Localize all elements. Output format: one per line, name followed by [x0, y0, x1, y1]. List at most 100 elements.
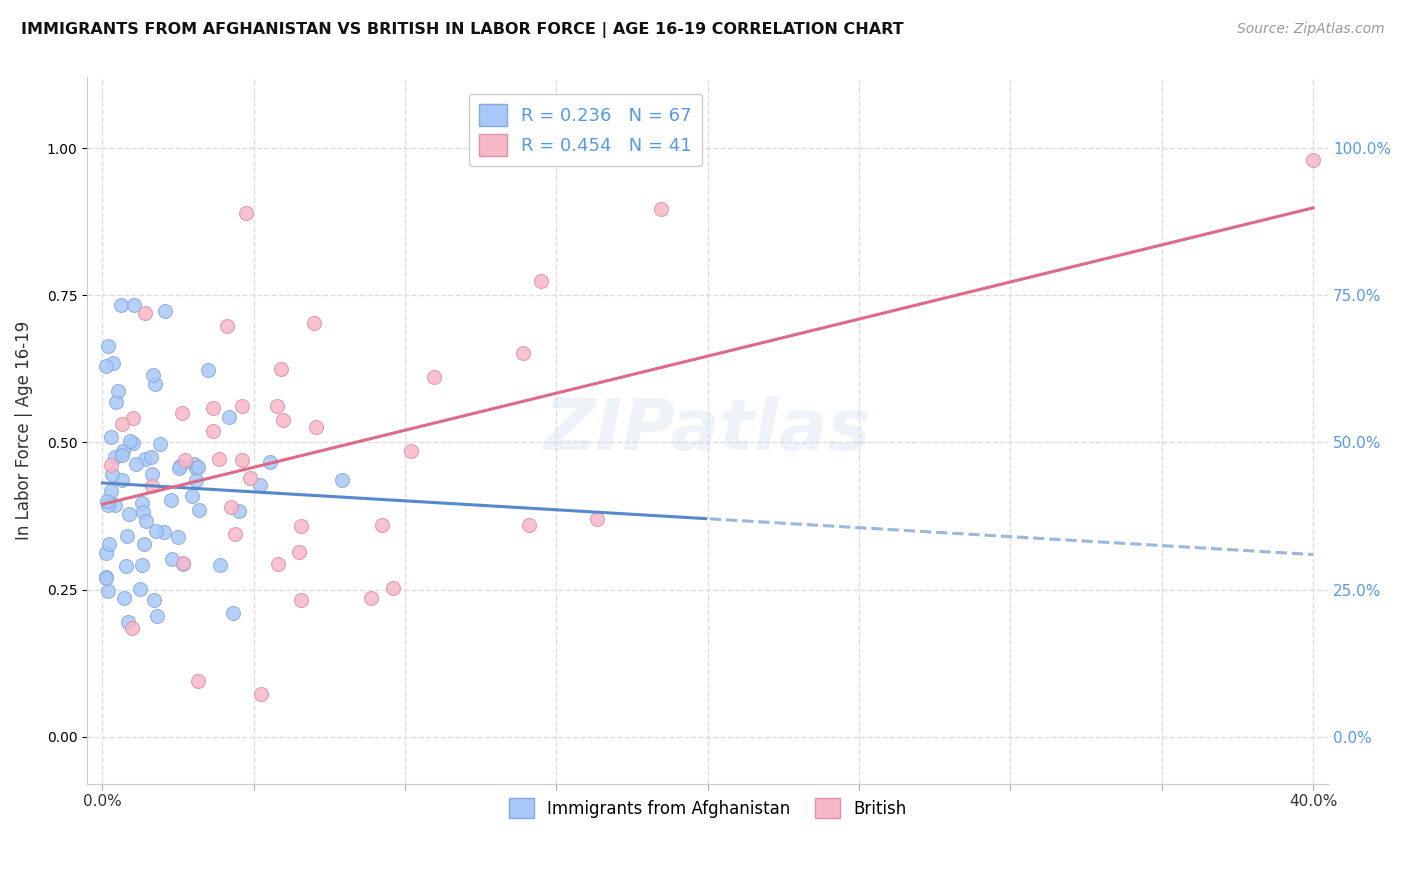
Point: [160, 552, 183, 566]
Point: [530, 274, 553, 288]
Point: [131, 558, 153, 572]
Point: [134, 537, 156, 551]
Point: [197, 363, 219, 377]
Point: [183, 457, 205, 471]
Point: [259, 455, 281, 469]
Point: [115, 529, 138, 543]
Point: [249, 478, 271, 492]
Point: [129, 582, 152, 597]
Point: [112, 591, 135, 605]
Point: [172, 557, 194, 571]
Point: [141, 467, 163, 481]
Point: [382, 581, 405, 595]
Point: [101, 356, 124, 370]
Point: [97, 498, 120, 512]
Point: [585, 512, 607, 526]
Point: [267, 557, 290, 571]
Point: [371, 518, 394, 533]
Point: [302, 316, 325, 330]
Point: [208, 451, 231, 466]
Point: [159, 493, 181, 508]
Point: [134, 452, 156, 467]
Point: [118, 507, 141, 521]
Point: [135, 514, 157, 528]
Point: [266, 399, 288, 413]
Point: [141, 478, 163, 492]
Point: [187, 673, 209, 688]
Point: [96, 583, 118, 598]
Point: [512, 346, 534, 360]
Point: [180, 489, 202, 503]
Point: [134, 306, 156, 320]
Point: [125, 458, 148, 472]
Point: [271, 412, 294, 426]
Point: [290, 593, 312, 607]
Point: [1302, 153, 1324, 167]
Point: [118, 434, 141, 448]
Point: [145, 524, 167, 539]
Point: [187, 503, 209, 517]
Point: [217, 319, 239, 334]
Point: [152, 525, 174, 540]
Point: [112, 443, 135, 458]
Text: ZIPatlas: ZIPatlas: [544, 396, 872, 465]
Point: [143, 377, 166, 392]
Point: [517, 518, 540, 533]
Point: [103, 450, 125, 465]
Point: [399, 444, 422, 458]
Point: [187, 460, 209, 475]
Point: [96, 493, 118, 508]
Point: [288, 545, 311, 559]
Point: [117, 615, 139, 629]
Point: [422, 370, 444, 384]
Point: [101, 467, 124, 481]
Point: [141, 368, 163, 383]
Point: [219, 500, 242, 515]
Point: [121, 621, 143, 635]
Point: [94, 571, 117, 585]
Point: [131, 505, 153, 519]
Point: [139, 450, 162, 465]
Point: [218, 410, 240, 425]
Point: [167, 460, 190, 475]
Point: [239, 471, 262, 485]
Point: [169, 458, 191, 473]
Point: [155, 304, 177, 318]
Point: [208, 558, 231, 572]
Point: [111, 473, 134, 487]
Point: [650, 202, 672, 216]
Point: [122, 436, 145, 450]
Point: [100, 483, 122, 498]
Point: [186, 473, 208, 487]
Point: [201, 401, 224, 416]
Point: [231, 453, 253, 467]
Point: [94, 359, 117, 374]
Point: [174, 452, 197, 467]
Point: [94, 570, 117, 584]
Point: [222, 606, 245, 620]
Point: [146, 609, 169, 624]
Y-axis label: In Labor Force | Age 16-19: In Labor Force | Age 16-19: [15, 321, 32, 541]
Point: [184, 461, 207, 475]
Point: [111, 417, 134, 431]
Point: [121, 411, 143, 425]
Point: [100, 430, 122, 444]
Text: Source: ZipAtlas.com: Source: ZipAtlas.com: [1237, 22, 1385, 37]
Point: [305, 420, 328, 434]
Point: [115, 559, 138, 574]
Point: [202, 424, 225, 438]
Text: IMMIGRANTS FROM AFGHANISTAN VS BRITISH IN LABOR FORCE | AGE 16-19 CORRELATION CH: IMMIGRANTS FROM AFGHANISTAN VS BRITISH I…: [21, 22, 904, 38]
Point: [290, 518, 312, 533]
Point: [110, 448, 132, 462]
Point: [131, 496, 153, 510]
Point: [235, 206, 257, 220]
Point: [103, 498, 125, 512]
Legend: Immigrants from Afghanistan, British: Immigrants from Afghanistan, British: [502, 791, 914, 825]
Point: [143, 592, 166, 607]
Point: [166, 530, 188, 544]
Point: [224, 527, 246, 541]
Point: [97, 339, 120, 353]
Point: [149, 437, 172, 451]
Point: [170, 406, 193, 420]
Point: [100, 458, 122, 472]
